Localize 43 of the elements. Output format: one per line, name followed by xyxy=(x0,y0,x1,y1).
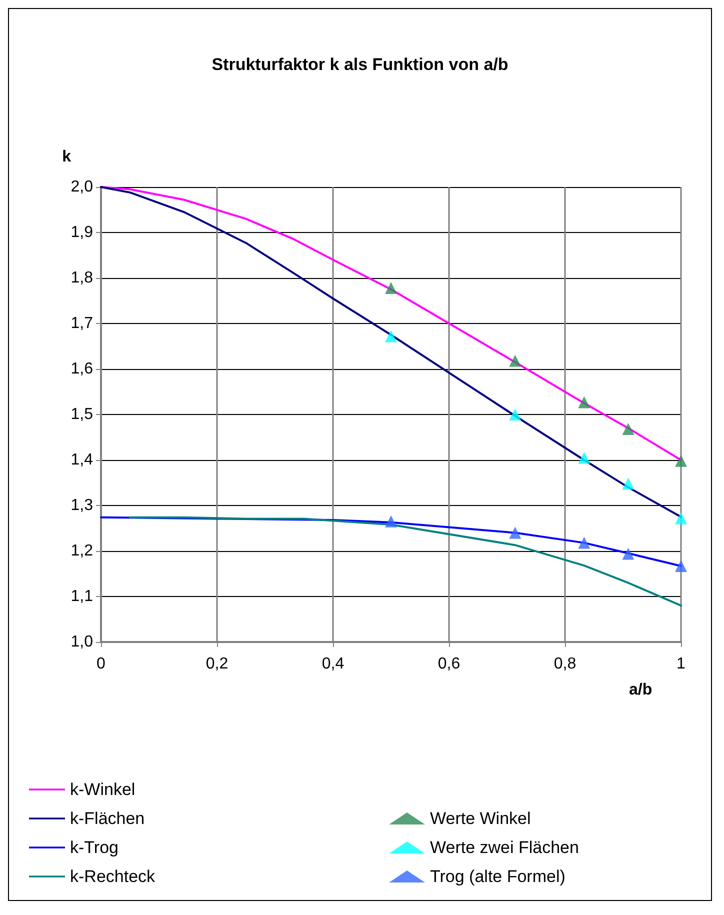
y-tick-label: 1,3 xyxy=(70,497,94,514)
legend-label: Werte Winkel xyxy=(430,809,531,828)
legend-label: Werte zwei Flächen xyxy=(430,838,579,857)
x-tick-label: 0 xyxy=(96,656,106,672)
line-series xyxy=(129,516,682,607)
point xyxy=(622,478,634,490)
point xyxy=(385,330,397,342)
point xyxy=(509,526,522,539)
x-tick-label: 0,8 xyxy=(554,656,576,672)
point xyxy=(675,560,687,572)
x-tick-label: 0,6 xyxy=(438,656,460,672)
point xyxy=(385,282,397,294)
point xyxy=(509,408,522,420)
y-tick-label: 1,4 xyxy=(70,452,94,468)
point xyxy=(385,515,397,528)
y-tick-label: 1,8 xyxy=(70,270,94,286)
x-axis-title: a/b xyxy=(629,682,652,698)
y-tick-label: 1,7 xyxy=(70,315,94,332)
point xyxy=(675,512,687,524)
point xyxy=(578,396,590,408)
x-tick-label: 1 xyxy=(676,656,686,672)
x-tick-label: 0,2 xyxy=(206,656,228,672)
y-tick-label: 2,0 xyxy=(70,178,94,196)
y-tick-label: 1,0 xyxy=(70,634,94,650)
point xyxy=(578,452,590,464)
point xyxy=(622,548,634,560)
y-tick-label: 1,6 xyxy=(70,360,94,378)
legend-label: k-Winkel xyxy=(70,780,136,799)
legend-label: k-Trog xyxy=(70,838,118,857)
point xyxy=(622,423,634,436)
legend-label: k-Rechteck xyxy=(70,867,156,886)
y-tick-label: 1,2 xyxy=(70,542,94,560)
point xyxy=(675,454,687,467)
x-tick-label: 0,4 xyxy=(322,656,344,672)
y-tick-label: 1,9 xyxy=(70,224,94,241)
legend-label: Trog (alte Formel) xyxy=(430,867,566,886)
y-tick-label: 1,5 xyxy=(70,406,94,423)
legend-label: k-Flächen xyxy=(70,809,145,828)
point xyxy=(509,354,522,367)
y-axis-title: k xyxy=(62,148,72,166)
y-tick-label: 1,1 xyxy=(70,588,94,605)
chart-title: Strukturfaktor k als Funktion von a/b xyxy=(212,55,508,74)
point xyxy=(578,536,590,549)
